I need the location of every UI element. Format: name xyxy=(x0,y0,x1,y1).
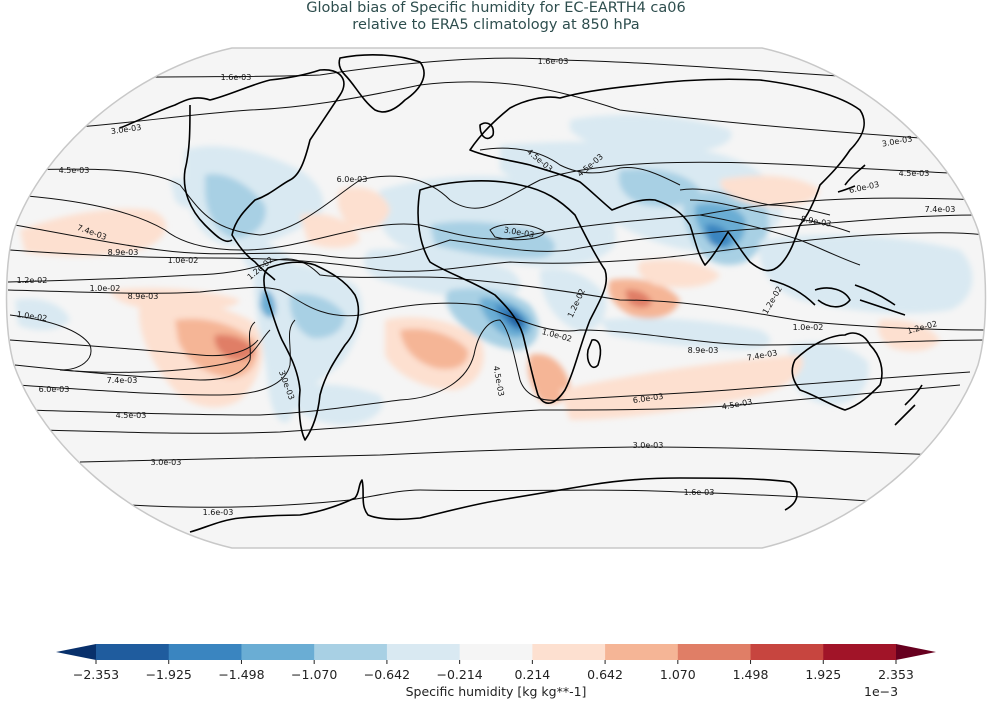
coastline-madagascar xyxy=(586,339,602,369)
contour-label: 4.5e-03 xyxy=(116,411,147,420)
contour-label: 3.0e-03 xyxy=(110,123,142,136)
contour-lines xyxy=(7,57,986,508)
coastline-antarctica xyxy=(189,477,798,533)
coastlines xyxy=(119,54,923,533)
contour-label: 1.0e-02 xyxy=(90,284,121,293)
colorbar-under-arrow xyxy=(56,644,96,660)
coastline-australia xyxy=(791,332,883,411)
colorbar-segment xyxy=(241,644,315,660)
contour-label: 1.6e-03 xyxy=(538,57,569,66)
coastline-greenland xyxy=(338,54,425,113)
contour-label: 8.9e-03 xyxy=(128,292,159,301)
contour-label: 3.0e-03 xyxy=(633,441,664,450)
map-frame xyxy=(5,47,987,549)
coastline-new-zealand xyxy=(894,384,923,426)
colorbar xyxy=(56,644,936,664)
contour-label: 8.9e-03 xyxy=(108,248,139,257)
colorbar-segment xyxy=(96,644,170,660)
contour-label: 4.5e-03 xyxy=(59,166,90,175)
contour-label: 1.6e-03 xyxy=(684,488,715,497)
colorbar-segment xyxy=(168,644,242,660)
colorbar-segment xyxy=(677,644,752,660)
contour-label: 7.4e-03 xyxy=(925,205,956,214)
contour-label: 4.5e-03 xyxy=(899,169,930,178)
title-line-2: relative to ERA5 climatology at 850 hPa xyxy=(352,17,640,33)
coastline-british-isles xyxy=(479,122,495,140)
coastline-north-america xyxy=(119,69,345,281)
contour-label: 1.2e-02 xyxy=(17,276,48,285)
contour-label: 1.6e-03 xyxy=(221,73,252,82)
colorbar-segment xyxy=(605,644,679,660)
contour-label: 6.0e-03 xyxy=(337,175,368,184)
coastline-japan xyxy=(837,164,866,193)
contour-label: 7.4e-03 xyxy=(107,376,138,385)
colorbar-segment xyxy=(459,644,533,660)
contour-label: 1.6e-03 xyxy=(203,508,234,517)
colorbar-segment xyxy=(532,644,606,660)
contour-label: 1.0e-02 xyxy=(16,310,48,323)
colorbar-segment xyxy=(823,644,897,660)
coastline-africa xyxy=(417,180,608,404)
contour-label: 3.0e-03 xyxy=(151,458,182,467)
colorbar-segment xyxy=(750,644,824,660)
colorbar-over-arrow xyxy=(896,644,936,660)
bias-field xyxy=(15,114,973,425)
colorbar-segment xyxy=(386,644,461,660)
contour-label: 6.0e-03 xyxy=(632,392,664,405)
coastline-eurasia xyxy=(469,78,865,272)
contour-label: 8.9e-03 xyxy=(688,346,719,355)
contour-label: 1.0e-02 xyxy=(793,323,824,332)
contour-label: 1.0e-02 xyxy=(168,256,199,265)
chart-title: Global bias of Specific humidity for EC-… xyxy=(0,0,992,34)
coastline-south-america xyxy=(263,261,360,441)
coastline-maritime-continent xyxy=(769,279,906,316)
title-line-1: Global bias of Specific humidity for EC-… xyxy=(306,0,686,16)
colorbar-segment xyxy=(314,644,388,660)
contour-label: 6.0e-03 xyxy=(39,385,70,394)
